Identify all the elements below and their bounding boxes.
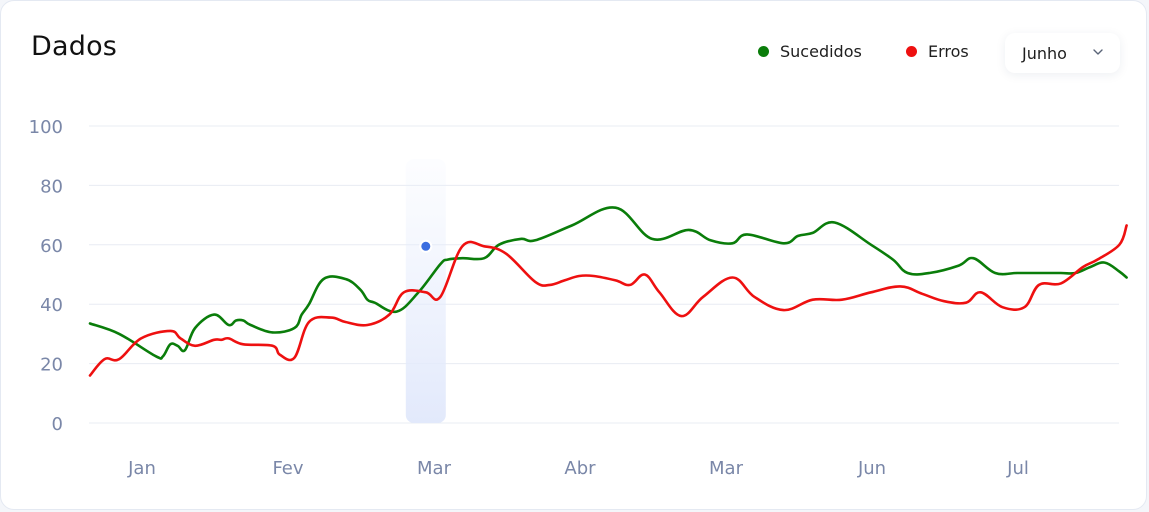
legend-item-sucedidos[interactable]: Sucedidos xyxy=(758,42,862,61)
y-tick-label: 100 xyxy=(29,117,63,138)
hover-point-marker[interactable] xyxy=(419,239,433,253)
legend-item-erros[interactable]: Erros xyxy=(906,42,969,61)
x-tick-label: Jul xyxy=(1006,458,1029,479)
series-line-sucedidos[interactable] xyxy=(88,206,1128,360)
x-tick-label: Mar xyxy=(417,458,452,479)
y-tick-label: 60 xyxy=(40,236,63,257)
y-tick-label: 0 xyxy=(52,414,63,435)
y-tick-label: 40 xyxy=(40,295,63,316)
x-tick-label: Abr xyxy=(564,458,596,479)
x-tick-label: Jan xyxy=(127,458,156,479)
legend-dot-erros xyxy=(906,46,917,57)
legend-label-erros: Erros xyxy=(928,42,969,61)
y-tick-label: 20 xyxy=(40,355,63,376)
y-tick-label: 80 xyxy=(40,176,63,197)
page-title: Dados xyxy=(31,31,118,62)
chevron-down-icon xyxy=(1093,49,1103,55)
legend-label-sucedidos: Sucedidos xyxy=(780,42,862,61)
x-tick-label: Fev xyxy=(272,458,303,479)
x-tick-label: Jun xyxy=(857,458,886,479)
legend-dot-sucedidos xyxy=(758,46,769,57)
series-line-erros[interactable] xyxy=(88,224,1128,377)
period-dropdown[interactable]: Junho xyxy=(1005,33,1120,73)
x-tick-label: Mar xyxy=(709,458,744,479)
period-dropdown-value: Junho xyxy=(1022,43,1067,63)
